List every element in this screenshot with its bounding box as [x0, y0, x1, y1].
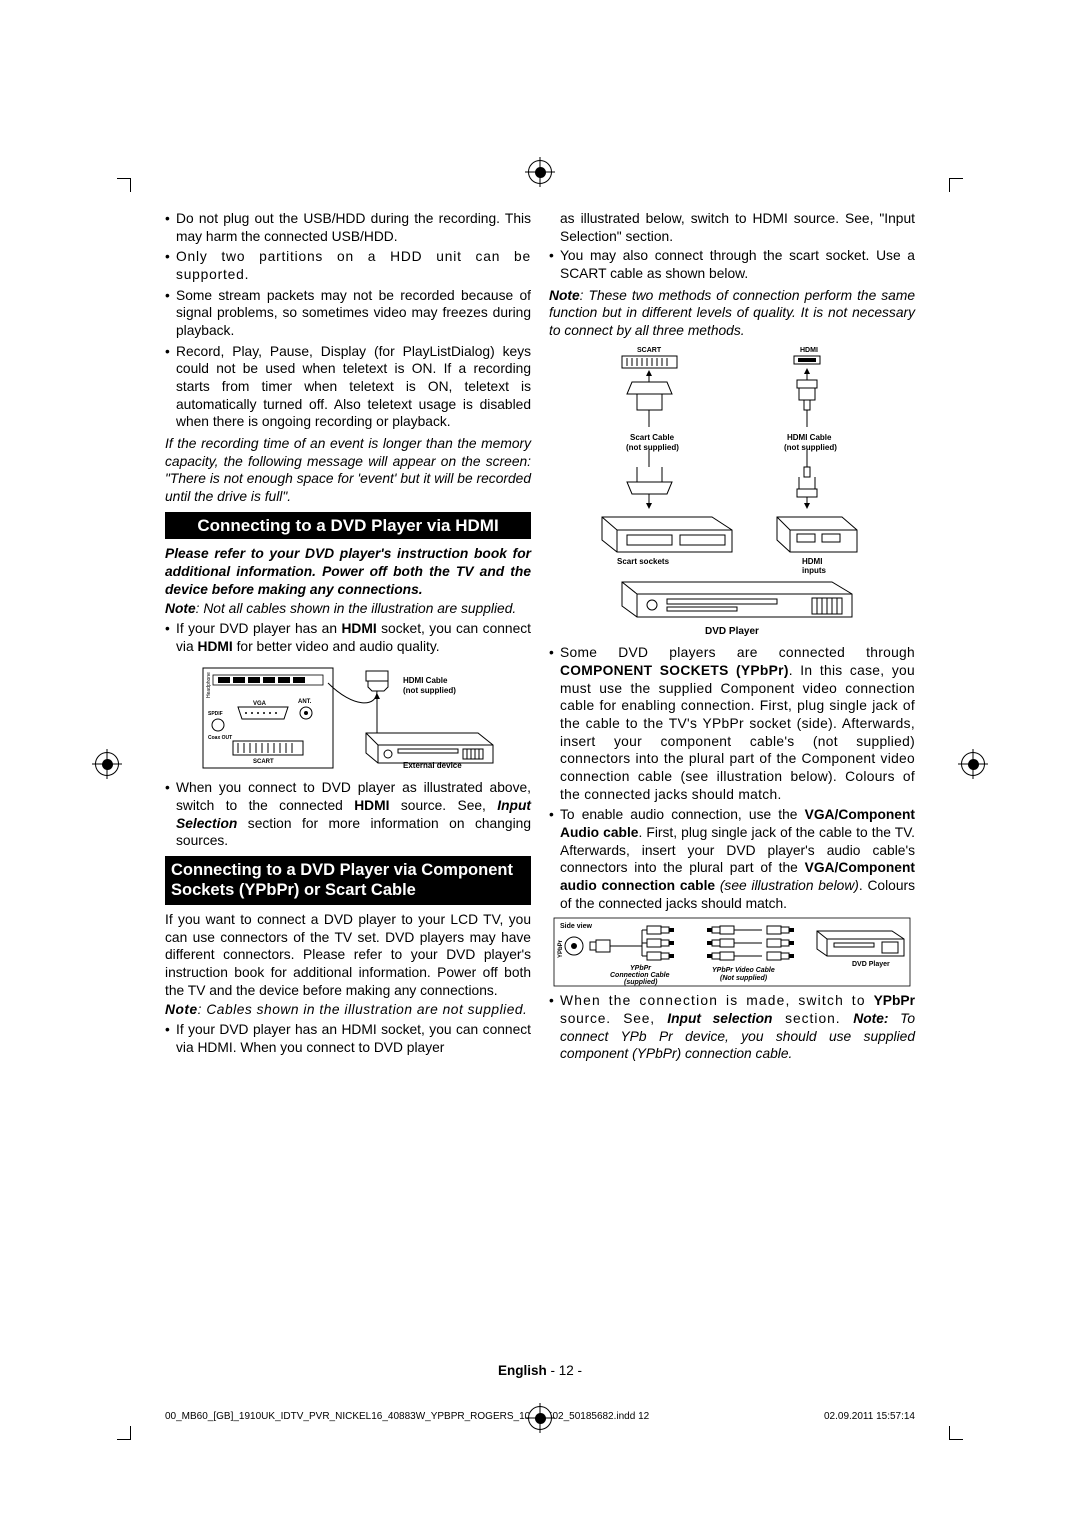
left-column: Do not plug out the USB/HDD during the r… — [165, 210, 531, 1067]
note: Note: Not all cables shown in the illust… — [165, 600, 531, 618]
bullet-list: Some DVD players are connected through C… — [549, 644, 915, 912]
figure-scart-hdmi: SCART HDMI — [549, 342, 915, 639]
svg-text:SCART: SCART — [253, 759, 274, 765]
bold-text: HDMI — [341, 621, 376, 636]
svg-text:(Not supplied): (Not supplied) — [720, 975, 768, 982]
figure-hdmi-connection: Headphone VGA SPDIF Coax OUT ANT. SCART — [165, 663, 531, 773]
list-item: Record, Play, Pause, Display (for PlayLi… — [165, 343, 531, 431]
bullet-list: When you connect to DVD player as illust… — [165, 779, 531, 850]
text: for better video and audio quality. — [233, 639, 440, 654]
note-label: Note — [549, 288, 580, 303]
italic-text: (see illustration below) — [715, 878, 859, 893]
text: Some DVD players are connected through — [560, 645, 915, 660]
footer-page-number: - 12 - — [547, 1363, 582, 1378]
svg-text:HDMI Cable: HDMI Cable — [787, 433, 832, 442]
text: . In this case, you must use the supplie… — [560, 663, 915, 802]
note-label: Note — [165, 601, 196, 616]
text: When the connection is made, switch to — [560, 993, 874, 1008]
svg-text:(not supplied): (not supplied) — [626, 443, 679, 452]
heading-component-scart: Connecting to a DVD Player via Component… — [165, 856, 531, 905]
svg-text:SPDIF: SPDIF — [208, 711, 223, 717]
bullet-list: If your DVD player has an HDMI socket, y… — [165, 620, 531, 655]
bullet-list: Do not plug out the USB/HDD during the r… — [165, 210, 531, 431]
text: source. See, — [389, 798, 497, 813]
bullet-list: When the connection is made, switch to Y… — [549, 992, 915, 1063]
svg-text:inputs: inputs — [802, 566, 827, 575]
list-item: If your DVD player has an HDMI socket, y… — [165, 1021, 531, 1056]
registration-mark-bottom — [528, 1406, 552, 1430]
meta-timestamp: 02.09.2011 15:57:14 — [824, 1411, 915, 1422]
content-columns: Do not plug out the USB/HDD during the r… — [165, 210, 915, 1067]
meta-filename: 00_MB60_[GB]_1910UK_IDTV_PVR_NICKEL16_40… — [165, 1411, 649, 1422]
text: To enable audio connection, use the — [560, 807, 805, 822]
svg-text:External device: External device — [403, 761, 462, 770]
vga-label: VGA — [253, 701, 267, 707]
svg-text:Side view: Side view — [560, 923, 592, 930]
paragraph-continued: as illustrated below, switch to HDMI sou… — [549, 210, 915, 245]
list-item: When the connection is made, switch to Y… — [549, 992, 915, 1063]
text: If your DVD player has an — [176, 621, 341, 636]
note-label: Note — [165, 1002, 198, 1017]
note-text: : Cables shown in the illustration are n… — [198, 1002, 528, 1017]
paragraph: If you want to connect a DVD player to y… — [165, 911, 531, 999]
bold-text: COMPONENT SOCKETS (YPbPr) — [560, 663, 789, 678]
note-label: Note: — [853, 1011, 888, 1026]
bold-text: YPbPr — [874, 993, 915, 1008]
svg-text:Headphone: Headphone — [206, 672, 212, 698]
bold-text: HDMI — [197, 639, 232, 654]
list-item: Some stream packets may not be recorded … — [165, 287, 531, 340]
registration-mark-left — [95, 752, 119, 776]
crop-mark — [935, 178, 950, 192]
svg-text:YPbPr: YPbPr — [558, 940, 564, 959]
note-text: : Not all cables shown in the illustrati… — [196, 601, 517, 616]
note: Note: These two methods of connection pe… — [549, 287, 915, 340]
svg-text:YPbPr: YPbPr — [630, 965, 652, 972]
text: source. See, — [560, 1011, 667, 1026]
svg-text:Coax OUT: Coax OUT — [208, 735, 232, 741]
svg-text:SCART: SCART — [637, 347, 662, 354]
svg-text:HDMI: HDMI — [802, 557, 822, 566]
bullet-list: You may also connect through the scart s… — [549, 247, 915, 282]
list-item: Do not plug out the USB/HDD during the r… — [165, 210, 531, 245]
svg-text:DVD Player: DVD Player — [852, 961, 890, 968]
registration-mark-right — [961, 752, 985, 776]
registration-mark-top — [528, 160, 552, 184]
list-item: If your DVD player has an HDMI socket, y… — [165, 620, 531, 655]
fig-label: HDMI Cable — [403, 676, 448, 685]
crop-mark — [130, 178, 145, 192]
italic-note: If the recording time of an event is lon… — [165, 435, 531, 506]
right-column: as illustrated below, switch to HDMI sou… — [549, 210, 915, 1067]
svg-text:Connection Cable: Connection Cable — [610, 972, 670, 979]
bold-italic-note: Please refer to your DVD player's instru… — [165, 545, 531, 598]
bold-italic-text: Input selection — [667, 1011, 772, 1026]
figure-caption: DVD Player — [549, 626, 915, 639]
svg-text:ANT.: ANT. — [298, 699, 312, 705]
list-item: Some DVD players are connected through C… — [549, 644, 915, 803]
svg-text:HDMI: HDMI — [800, 347, 818, 354]
list-item: To enable audio connection, use the VGA/… — [549, 806, 915, 912]
footer-language: English — [498, 1363, 547, 1378]
svg-text:YPbPr Video Cable: YPbPr Video Cable — [712, 967, 775, 974]
svg-text:Scart sockets: Scart sockets — [617, 557, 670, 566]
crop-mark — [935, 1426, 950, 1440]
crop-mark — [130, 1426, 145, 1440]
note-text: : These two methods of connection perfor… — [549, 288, 915, 338]
bullet-list: If your DVD player has an HDMI socket, y… — [165, 1021, 531, 1056]
note: Note: Cables shown in the illustration a… — [165, 1001, 531, 1019]
text: section. — [772, 1011, 853, 1026]
list-item: Only two partitions on a HDD unit can be… — [165, 248, 531, 283]
list-item: You may also connect through the scart s… — [549, 247, 915, 282]
page: Do not plug out the USB/HDD during the r… — [0, 0, 1080, 1528]
bold-text: HDMI — [354, 798, 389, 813]
svg-text:(supplied): (supplied) — [624, 979, 658, 986]
heading-hdmi: Connecting to a DVD Player via HDMI — [165, 512, 531, 540]
list-item: When you connect to DVD player as illust… — [165, 779, 531, 850]
page-footer: English - 12 - — [0, 1363, 1080, 1378]
svg-text:(not supplied): (not supplied) — [784, 443, 837, 452]
svg-text:(not supplied): (not supplied) — [403, 686, 456, 695]
figure-ypbpr: Side view YPbPr — [549, 916, 915, 988]
svg-text:Scart Cable: Scart Cable — [630, 433, 675, 442]
